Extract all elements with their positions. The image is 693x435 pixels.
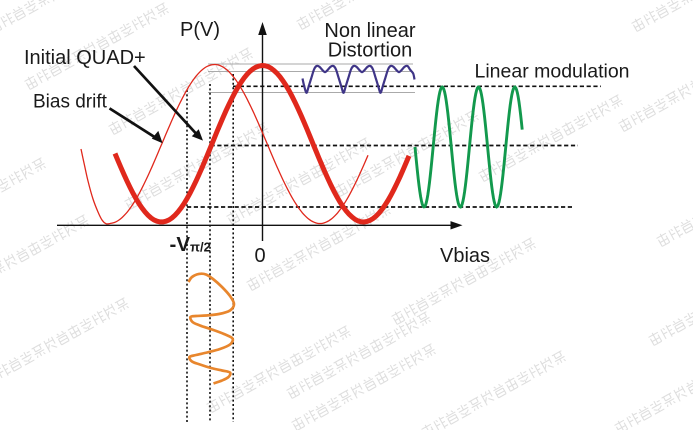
svg-text:Linear modulation: Linear modulation [475,61,630,83]
svg-text:Vbias: Vbias [440,245,490,267]
svg-text:Non linear: Non linear [324,20,416,42]
svg-text:Initial QUAD+: Initial QUAD+ [24,47,146,69]
svg-text:-Vπ/2: -Vπ/2 [170,233,211,256]
svg-text:0: 0 [255,245,266,267]
svg-text:P(V): P(V) [180,19,220,41]
svg-text:Bias drift: Bias drift [33,92,108,113]
svg-text:Distortion: Distortion [328,40,412,62]
